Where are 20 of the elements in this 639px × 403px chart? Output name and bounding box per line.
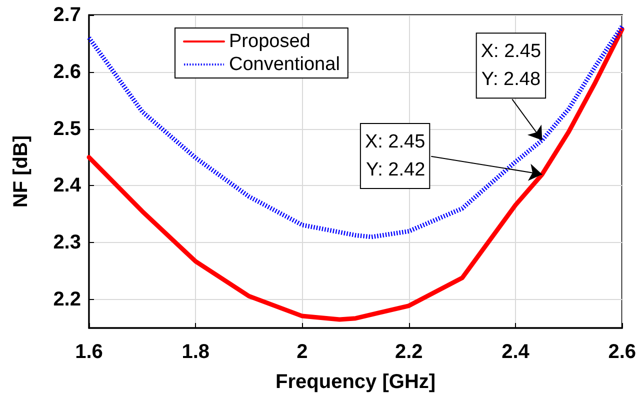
annotation: X: 2.45 Y: 2.48 bbox=[480, 41, 542, 90]
y-tick-label: 2.3 bbox=[53, 232, 81, 254]
x-tick-label: 1.6 bbox=[75, 341, 103, 363]
y-tick-label: 2.5 bbox=[53, 118, 81, 140]
annotation: X: 2.45 Y: 2.42 bbox=[364, 132, 426, 181]
x-tick-label: 2.4 bbox=[502, 341, 530, 363]
legend-label: Proposed bbox=[229, 31, 310, 52]
line-series bbox=[86, 24, 624, 240]
y-tick-label: 2.6 bbox=[53, 60, 81, 83]
x-tick-label: 2 bbox=[296, 341, 308, 363]
legend-label: Conventional bbox=[229, 54, 340, 75]
y-tick-label: 2.4 bbox=[53, 174, 82, 197]
x-tick-label: 2.2 bbox=[394, 341, 423, 363]
x-tick-label: 2.6 bbox=[608, 341, 636, 363]
y-axis-title: NF [dB] bbox=[10, 135, 32, 208]
y-tick-label: 2.2 bbox=[53, 288, 81, 311]
y-tick-label: 2.7 bbox=[53, 4, 81, 26]
line-series bbox=[86, 26, 624, 322]
x-tick-label: 1.8 bbox=[182, 341, 210, 363]
x-axis-title: Frequency [GHz] bbox=[276, 371, 436, 393]
